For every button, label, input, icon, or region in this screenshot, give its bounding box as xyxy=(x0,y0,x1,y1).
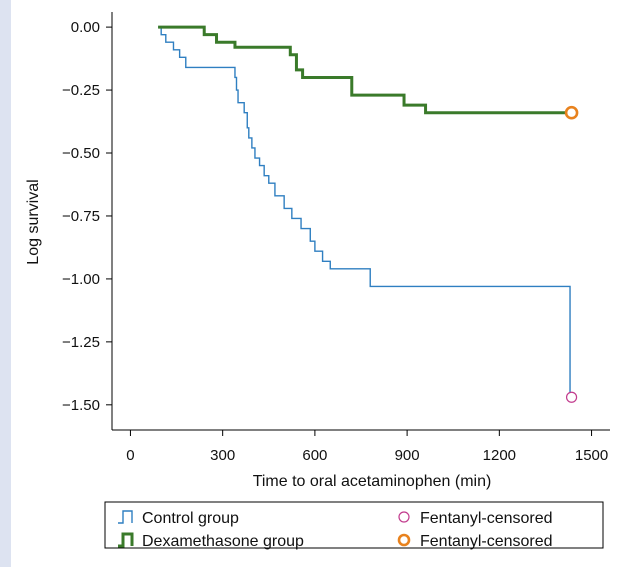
x-tick-label: 1200 xyxy=(483,447,516,464)
legend-circle-swatch xyxy=(397,533,411,547)
legend-item: Fentanyl-censored xyxy=(397,533,553,550)
series-layer xyxy=(158,25,579,403)
legend-item: Control group xyxy=(118,510,239,527)
x-axis-title: Time to oral acetaminophen (min) xyxy=(253,473,492,490)
legend-label: Fentanyl-censored xyxy=(420,533,553,550)
legend-box xyxy=(104,501,604,549)
legend-item: Dexamethasone group xyxy=(118,532,304,550)
x-ticks: 0 300 600 900 1200 1500 xyxy=(126,430,608,464)
y-tick-label: −1.50 xyxy=(62,397,100,414)
y-tick-label: −1.25 xyxy=(62,334,100,351)
control-group-survival-line xyxy=(158,26,572,398)
x-tick-label: 300 xyxy=(210,447,235,464)
y-tick-label: −0.75 xyxy=(62,208,100,225)
y-tick-label: 0.00 xyxy=(71,19,100,36)
legend-circle-swatch xyxy=(398,511,410,523)
y-axis-title: Log survival xyxy=(25,179,42,264)
censored-marker xyxy=(565,391,578,403)
y-tick-label: −0.25 xyxy=(62,82,100,99)
legend: Control group Fentanyl-censored Dexamethas… xyxy=(104,501,604,550)
x-tick-label: 1500 xyxy=(575,447,608,464)
legend-label: Fentanyl-censored xyxy=(420,510,553,527)
legend-item: Fentanyl-censored xyxy=(398,510,553,527)
legend-label: Control group xyxy=(142,510,239,527)
x-tick-label: 600 xyxy=(302,447,327,464)
dexamethasone-group-survival-line xyxy=(158,25,572,115)
y-ticks: 0.00 −0.25 −0.50 −0.75 −1.00 −1.25 −1.50 xyxy=(62,19,112,414)
y-tick-label: −1.00 xyxy=(62,271,100,288)
y-tick-label: −0.50 xyxy=(62,145,100,162)
axes xyxy=(111,12,610,431)
legend-label: Dexamethasone group xyxy=(142,533,304,550)
x-tick-label: 0 xyxy=(126,447,134,464)
side-decoration-bar xyxy=(0,0,11,567)
legend-step-swatch xyxy=(118,510,133,524)
x-tick-label: 900 xyxy=(395,447,420,464)
censored-marker xyxy=(564,105,579,120)
legend-step-swatch xyxy=(118,532,134,548)
